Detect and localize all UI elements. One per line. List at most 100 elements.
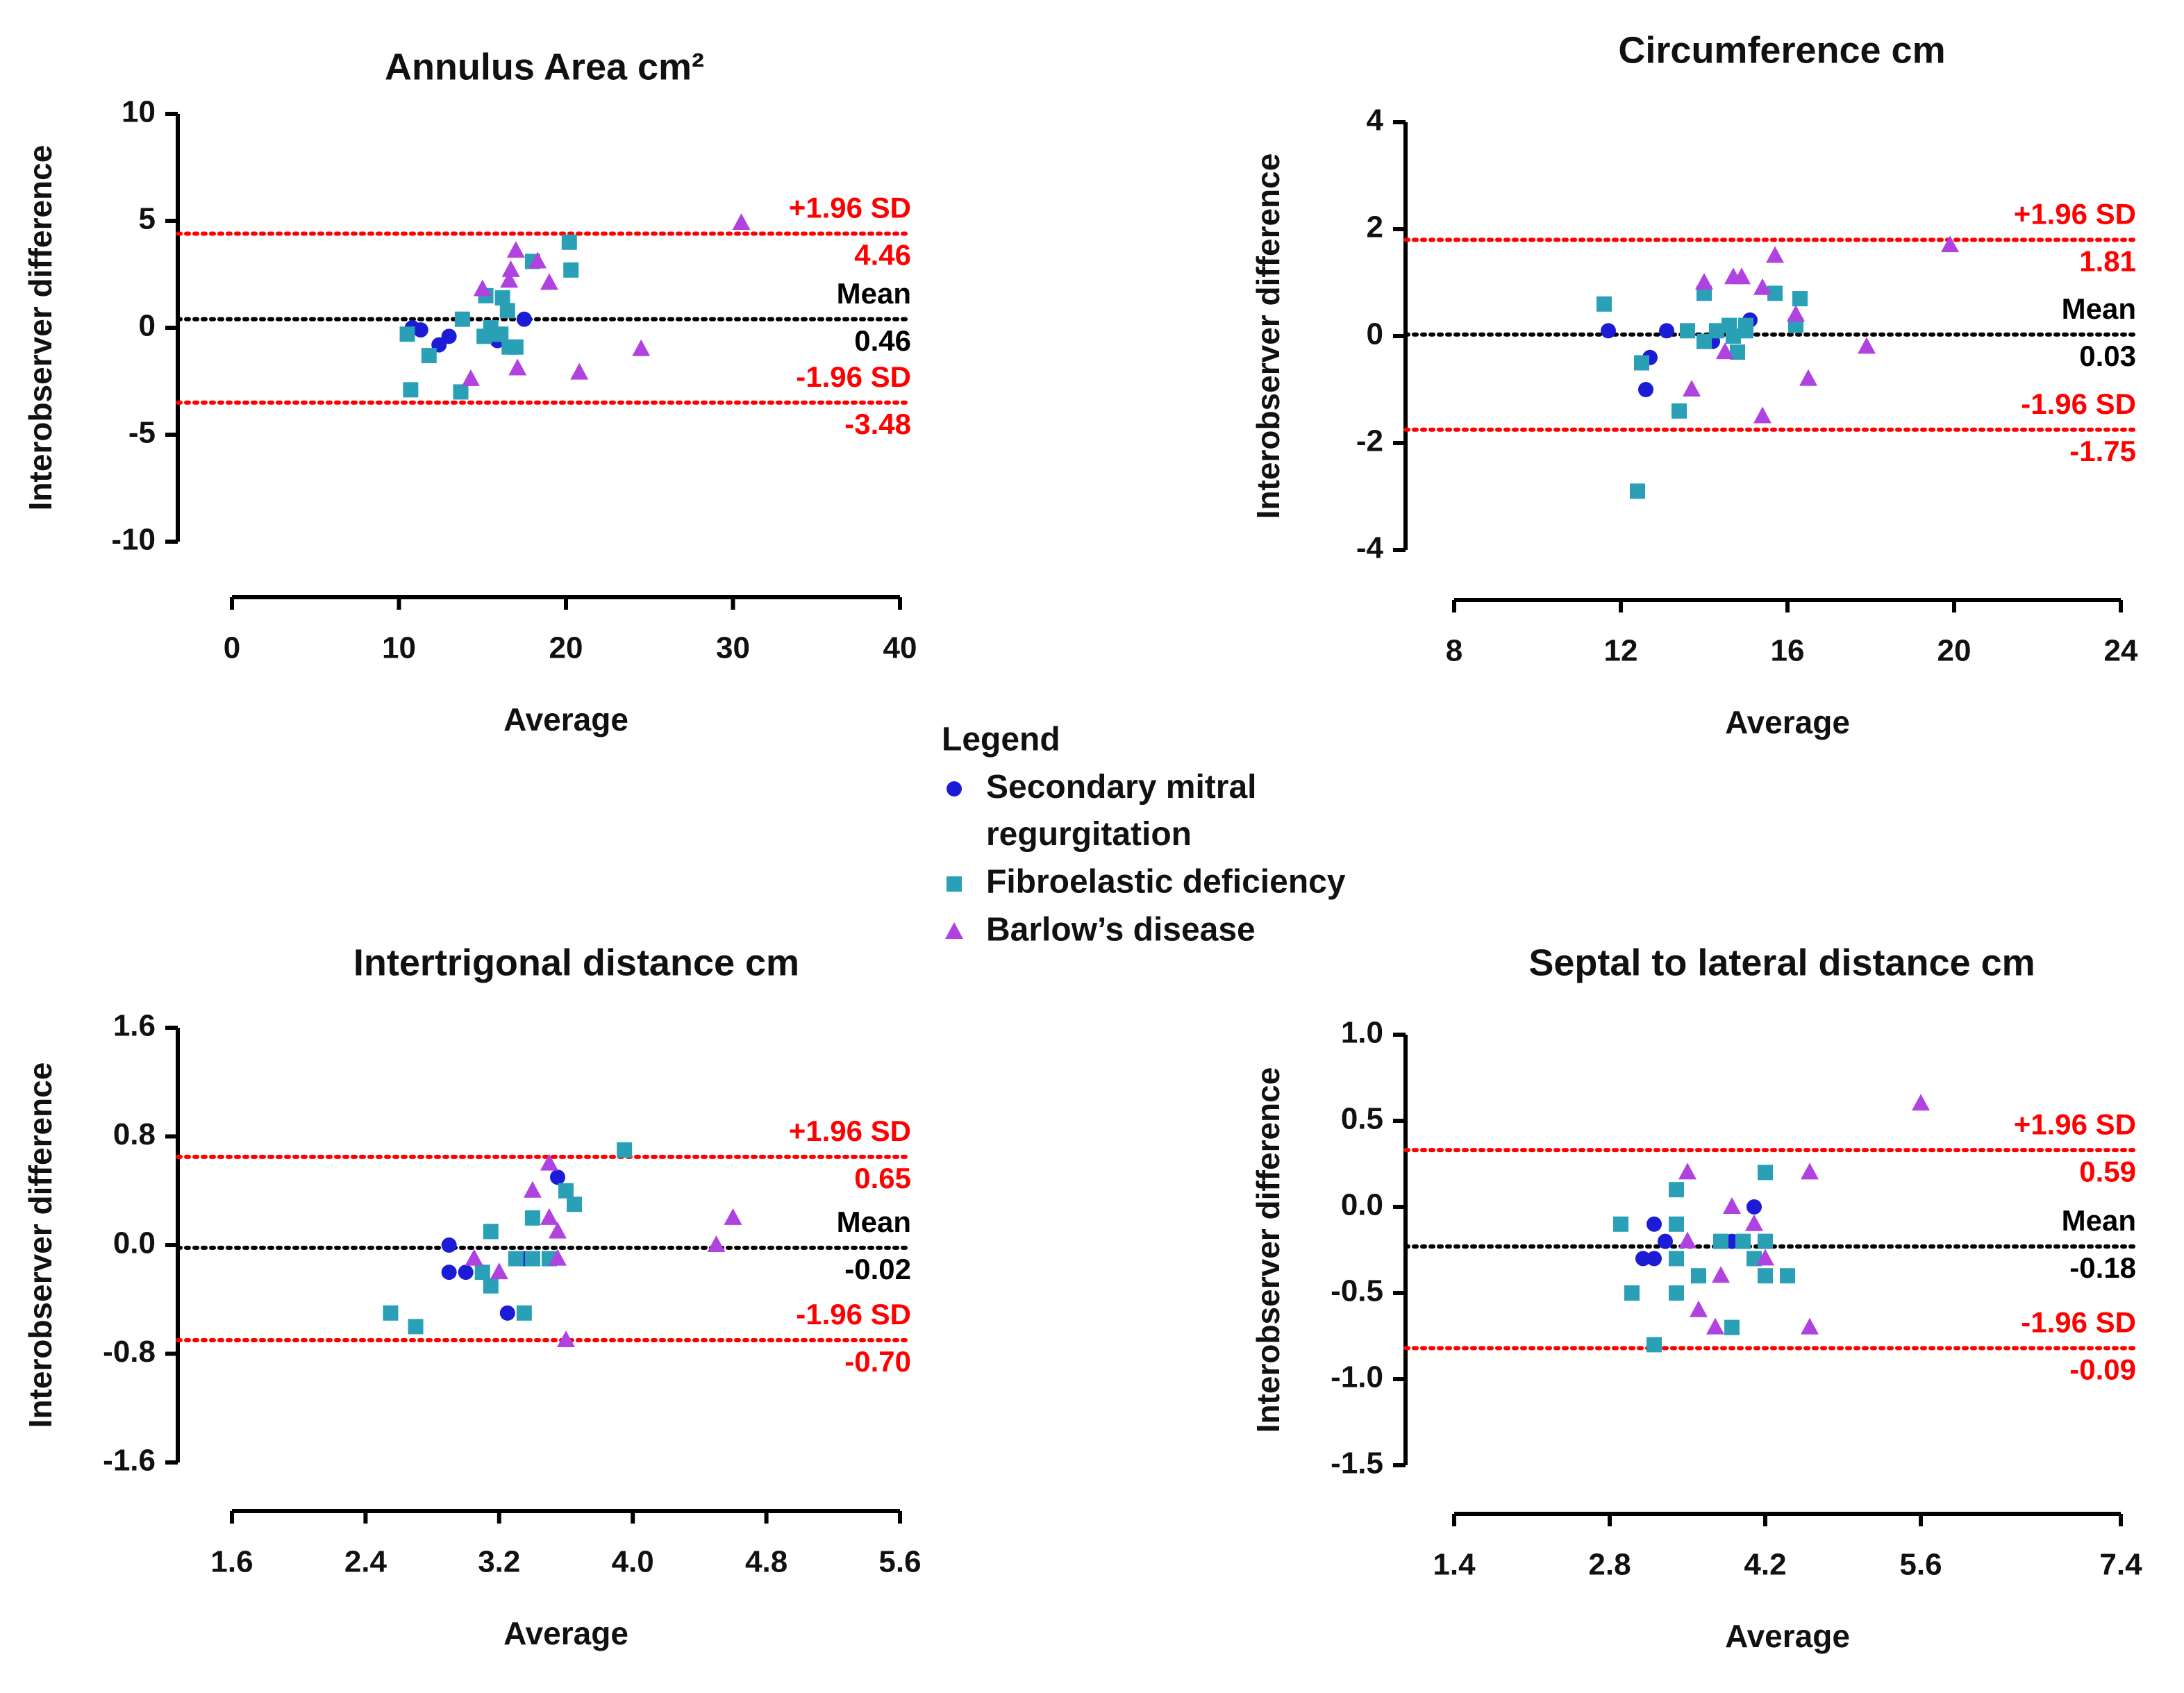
limit-value: 4.46 [854,239,911,272]
point [453,384,469,400]
point [1801,1162,1819,1180]
y-tick-label: -2 [1356,424,1383,458]
x-tick-label: 1.6 [210,1545,253,1579]
y-tick-label: -4 [1356,531,1384,565]
limit-label: +1.96 SD [2014,197,2136,230]
point [540,1208,558,1225]
x-tick-label: 4.2 [1744,1548,1786,1582]
x-tick-label: 1.4 [1433,1548,1476,1582]
x-tick-label: 12 [1604,634,1638,668]
x-tick-label: 0 [224,631,240,665]
legend-marker [947,781,962,797]
y-tick-label: -1.6 [103,1444,156,1478]
point [1780,1268,1795,1284]
point [1738,317,1753,333]
y-axis-label: Interobserver difference [22,145,58,511]
y-tick-label: -1.5 [1331,1446,1383,1481]
x-tick-label: 16 [1771,634,1805,668]
point [1690,1300,1708,1317]
point [1726,328,1741,344]
point [1753,278,1772,295]
point [1723,1197,1741,1214]
chart-title: Septal to lateral distance cm [1528,942,2035,983]
point [1647,1337,1662,1353]
x-axis-label: Average [1725,1618,1850,1654]
point [1601,323,1616,339]
legend-marker [945,922,963,939]
x-axis-label: Average [503,701,628,737]
x-tick-label: 7.4 [2099,1548,2142,1582]
limit-value: 0.46 [854,324,911,357]
point [1669,1285,1684,1301]
point [408,1319,424,1335]
y-tick-label: 0.5 [1341,1102,1383,1136]
y-tick-label: 4 [1367,103,1384,137]
point [724,1208,742,1225]
point [1733,267,1751,285]
legend-title: Legend [942,722,1060,758]
limit-label: Mean [2062,1204,2136,1237]
point [501,260,520,277]
limit-label: -1.96 SD [796,1298,911,1331]
limit-label: +1.96 SD [2014,1108,2136,1140]
y-tick-label: 0 [1367,317,1383,351]
point [1767,285,1783,301]
point [383,1305,399,1321]
point [561,234,577,250]
point [1709,323,1724,339]
point [1697,333,1712,349]
chart-title: Circumference cm [1618,29,1945,71]
limit-label: +1.96 SD [789,1115,911,1147]
legend-label: Barlow’s disease [986,912,1256,949]
point [458,1265,474,1281]
point [465,1249,483,1266]
limit-label: Mean [837,277,911,310]
point [499,303,515,319]
y-tick-label: 0.0 [113,1226,156,1260]
point [1799,369,1817,386]
x-tick-label: 2.8 [1588,1548,1631,1582]
point [473,279,492,297]
chart-title: Intertrigonal distance cm [353,942,799,983]
y-axis-label: Interobserver difference [1250,1067,1286,1433]
limit-value: 0.03 [2079,340,2136,372]
point [732,213,751,231]
point [508,1251,524,1267]
limit-value: 0.65 [854,1162,911,1194]
limit-value: -0.18 [2069,1251,2136,1284]
point [508,358,527,376]
limit-label: Mean [837,1206,911,1238]
point [1801,1317,1819,1335]
point [557,1330,575,1347]
point [524,1210,540,1226]
point [707,1235,726,1252]
point [1745,1214,1763,1231]
x-axis-label: Average [503,1615,628,1651]
point [540,1153,558,1171]
point [1758,1165,1773,1181]
limit-value: -1.75 [2069,435,2136,467]
point [548,1221,567,1239]
point [1669,1251,1684,1267]
limit-value: -0.02 [844,1253,911,1285]
point [412,322,428,338]
x-tick-label: 8 [1446,634,1462,668]
point [1680,323,1695,339]
point [421,348,437,364]
legend-label: Fibroelastic deficiency [986,864,1346,901]
point [499,1305,515,1321]
point [1638,382,1653,397]
point [540,273,558,290]
point [549,1169,565,1185]
limit-label: -1.96 SD [2021,1306,2136,1338]
y-tick-label: -1.0 [1331,1360,1383,1394]
point [1941,235,1959,253]
point [1630,483,1645,499]
x-axis-label: Average [1725,704,1850,740]
point [1787,305,1805,322]
point [1678,1231,1697,1249]
point [1706,1317,1724,1335]
point [1635,1251,1651,1267]
point [1658,1233,1673,1249]
point [487,326,503,342]
